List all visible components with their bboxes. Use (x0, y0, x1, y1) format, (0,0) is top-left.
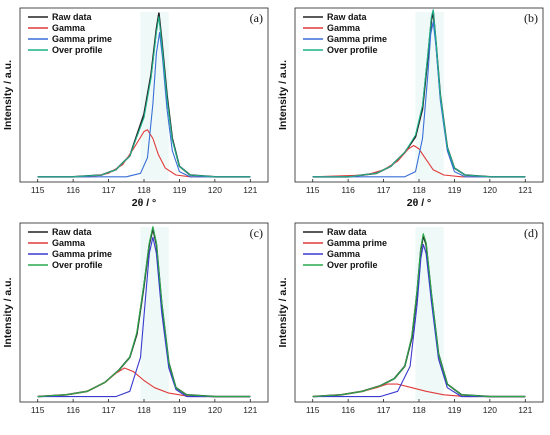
legend-label: Raw data (327, 12, 368, 22)
legend-label: Gamma prime (52, 34, 112, 44)
legend-label: Over profile (52, 260, 103, 270)
legend-label: Gamma prime (327, 238, 387, 248)
x-tick-label: 118 (412, 405, 426, 415)
series-line-gamma-prime (37, 236, 251, 398)
series-line-gamma-prime (37, 31, 251, 178)
legend-label: Gamma (52, 23, 86, 33)
legend-label: Raw data (52, 227, 93, 237)
series-line-over-profile (312, 233, 526, 398)
x-tick-label: 118 (137, 185, 151, 195)
x-tick-label: 118 (137, 405, 151, 415)
x-tick-label: 119 (448, 185, 462, 195)
legend-label: Gamma (327, 249, 361, 259)
x-tick-label: 121 (243, 185, 257, 195)
x-tick-label: 116 (66, 405, 80, 415)
x-tick-label: 119 (173, 185, 187, 195)
panel-label: (a) (250, 11, 263, 25)
x-tick-label: 115 (306, 185, 320, 195)
x-tick-label: 115 (31, 185, 45, 195)
y-axis-label: Intensity / a.u. (2, 60, 14, 130)
panel-label: (b) (524, 11, 538, 25)
series-line-over-profile (37, 16, 251, 178)
series-line-gamma (312, 243, 526, 398)
x-tick-label: 116 (341, 185, 355, 195)
x-tick-label: 120 (208, 405, 222, 415)
legend-label: Gamma prime (327, 34, 387, 44)
series-line-gamma-prime (312, 21, 526, 178)
chart-panel-c: 115 116 117 118 119 120 121 Intensity / a.u. (c)… (2, 222, 269, 415)
legend-label: Gamma (52, 238, 86, 248)
series-line-gamma (37, 129, 251, 178)
x-tick-label: 121 (518, 185, 532, 195)
x-tick-label: 117 (102, 405, 116, 415)
y-axis-label: Intensity / a.u. (2, 277, 14, 347)
x-tick-label: 120 (483, 185, 497, 195)
x-tick-label: 120 (208, 185, 222, 195)
legend-label: Gamma prime (52, 249, 112, 259)
panel-label: (c) (250, 226, 263, 240)
y-axis-label: Intensity / a.u. (277, 277, 289, 347)
x-tick-label: 117 (377, 185, 391, 195)
plot-area: 115 116 117 118 119 120 121 Intensity / a.u. (c)… (2, 222, 269, 415)
x-tick-label: 121 (518, 405, 532, 415)
x-tick-label: 116 (341, 405, 355, 415)
legend-label: Over profile (52, 45, 103, 55)
plot-area: 115 116 117 118 119 120 121 Intensity / a.u. (d)… (277, 222, 544, 415)
x-axis-label: 2θ / ° (132, 197, 156, 209)
x-tick-label: 115 (31, 405, 45, 415)
peak-highlight (415, 227, 444, 400)
x-tick-label: 117 (377, 405, 391, 415)
x-tick-label: 119 (173, 405, 187, 415)
y-axis-label: Intensity / a.u. (277, 60, 289, 130)
series-line-over-profile (312, 9, 526, 178)
x-tick-label: 116 (66, 185, 80, 195)
x-tick-label: 118 (412, 185, 426, 195)
legend-label: Over profile (327, 260, 378, 270)
plot-area: 115 116 117 118 119 120 121 2θ / ° Intensity / a… (2, 7, 269, 209)
x-tick-label: 117 (102, 185, 116, 195)
panel-label: (d) (524, 226, 538, 240)
x-tick-label: 121 (243, 405, 257, 415)
x-tick-label: 120 (483, 405, 497, 415)
legend-label: Gamma (327, 23, 361, 33)
legend-label: Raw data (327, 227, 368, 237)
chart-panel-b: 115 116 117 118 119 120 121 2θ / ° Intensity / a… (277, 7, 544, 209)
chart-panel-a: 115 116 117 118 119 120 121 2θ / ° Intensity / a… (2, 7, 269, 209)
x-axis-label: 2θ / ° (407, 197, 431, 209)
x-tick-label: 119 (448, 405, 462, 415)
legend-label: Over profile (327, 45, 378, 55)
chart-panel-d: 115 116 117 118 119 120 121 Intensity / a.u. (d)… (277, 222, 544, 415)
peak-highlight (140, 227, 169, 400)
series-line-over-profile (37, 226, 251, 398)
legend-label: Raw data (52, 12, 93, 22)
plot-area: 115 116 117 118 119 120 121 2θ / ° Intensity / a… (277, 7, 544, 209)
x-tick-label: 115 (306, 405, 320, 415)
